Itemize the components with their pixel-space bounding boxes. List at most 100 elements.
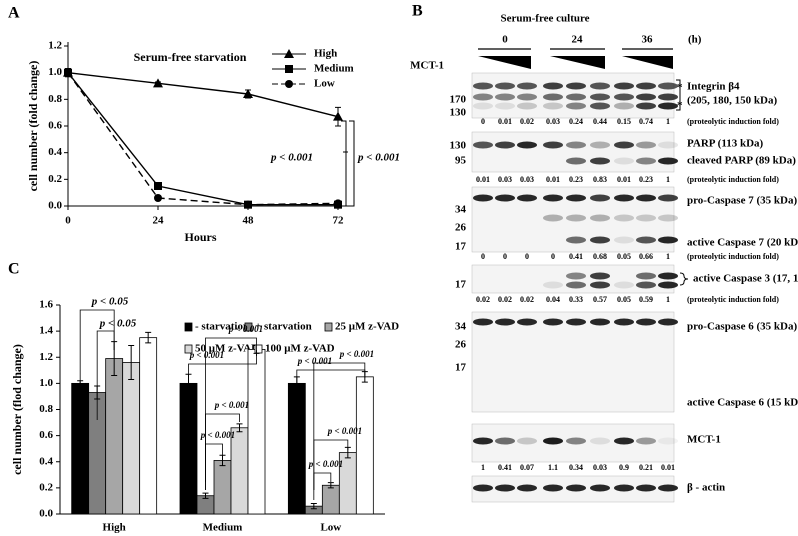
blot-band — [495, 93, 515, 101]
y-tick-label: 1.0 — [48, 66, 62, 78]
blot-band — [517, 93, 537, 101]
legend-label: 100 μM z-VAD — [265, 343, 335, 355]
y-axis-title: cell number (flod change) — [10, 344, 24, 475]
y-tick-label: 0.4 — [48, 146, 62, 158]
marker — [244, 200, 252, 209]
blot-band — [473, 437, 493, 445]
mw-marker: 17 — [455, 279, 467, 291]
band-label: cleaved PARP (89 kDa) — [687, 155, 796, 167]
x-tick-label: 48 — [243, 215, 255, 227]
legend-label: 50 μM z-VAD — [195, 343, 259, 355]
bracket — [341, 120, 347, 207]
legend-label: + starvation — [255, 321, 312, 333]
legend-label: - starvation — [195, 321, 249, 333]
blot-membrane — [471, 131, 675, 173]
fold-value: 0 — [525, 252, 529, 261]
legend-swatch — [184, 344, 193, 354]
x-axis-title: Hours — [184, 230, 216, 244]
y-tick-label: 0.0 — [48, 200, 62, 212]
blot-band — [590, 484, 610, 492]
fold-value: 0.01 — [617, 175, 631, 184]
blot-band — [473, 82, 493, 90]
fold-value: 0.23 — [569, 175, 583, 184]
fold-value: 0.03 — [520, 175, 534, 184]
band-label: PARP (113 kDa) — [687, 138, 764, 150]
blot-title: Serum-free culture — [500, 13, 589, 25]
annotation: p < 0.001 — [270, 152, 313, 164]
blot-band — [495, 484, 515, 492]
fold-value: 0.05 — [617, 252, 631, 261]
fold-value: 0.02 — [520, 117, 534, 126]
blot-band — [658, 437, 678, 445]
blot-band — [614, 141, 634, 149]
y-tick-label: 1.4 — [39, 325, 53, 337]
fold-value: 1 — [666, 175, 670, 184]
blot-band — [495, 318, 515, 326]
blot-band — [636, 82, 656, 90]
significance-bracket — [96, 330, 115, 420]
y-tick-label: 0.2 — [48, 173, 62, 185]
bar — [355, 376, 374, 515]
marker — [285, 80, 293, 88]
blot-band — [473, 93, 493, 101]
y-tick-label: 0.4 — [39, 455, 53, 467]
fold-value: 0.03 — [546, 117, 560, 126]
fold-value: 0.83 — [593, 175, 607, 184]
fold-note: (proteolytic induction fold) — [687, 295, 779, 304]
legend-label: Medium — [314, 63, 354, 75]
y-tick-label: 0.0 — [39, 508, 53, 520]
blot-band — [517, 484, 537, 492]
blot-band — [473, 318, 493, 326]
legend-label: Low — [314, 78, 335, 90]
legend-swatch — [244, 322, 253, 332]
y-tick-label: 0.2 — [39, 481, 53, 493]
bar — [287, 382, 306, 515]
blot-band — [517, 437, 537, 445]
blot-band — [636, 141, 656, 149]
blot-band — [566, 141, 586, 149]
y-tick-label: 1.6 — [39, 299, 53, 311]
mw-marker: 34 — [455, 204, 467, 216]
annotation: p < 0.001 — [214, 400, 249, 410]
fold-value: 0.57 — [593, 295, 607, 304]
band-label: pro-Caspase 6 (35 kDa) — [687, 321, 797, 333]
marker — [154, 194, 162, 202]
blot-band — [543, 318, 563, 326]
blot-band — [566, 82, 586, 90]
annotation: p < 0.001 — [357, 152, 400, 164]
fold-value: 1 — [666, 252, 670, 261]
blot-band — [517, 194, 537, 202]
annotation: p < 0.001 — [297, 356, 332, 366]
blot-band — [590, 194, 610, 202]
blot-band — [473, 194, 493, 202]
blot-band — [543, 102, 563, 110]
blot-band — [590, 281, 610, 289]
blot-band — [543, 194, 563, 202]
blot-band — [590, 437, 610, 445]
blot-band — [543, 82, 563, 90]
blot-band — [495, 194, 515, 202]
marker — [285, 65, 293, 73]
blot-band — [473, 484, 493, 492]
blot-band — [590, 318, 610, 326]
blot-band — [495, 82, 515, 90]
mw-marker: 26 — [455, 339, 467, 351]
fold-value: 0.59 — [639, 295, 653, 304]
fold-value: 0 — [481, 252, 485, 261]
fold-value: 0.05 — [617, 295, 631, 304]
fold-value: 0.01 — [498, 117, 512, 126]
blot-band — [658, 484, 678, 492]
blot-band — [658, 102, 678, 110]
blot-band — [566, 102, 586, 110]
blot-band — [473, 102, 493, 110]
y-tick-label: 0.6 — [39, 429, 53, 441]
blot-band — [590, 214, 610, 222]
error-bar — [202, 492, 209, 499]
blot-band — [614, 194, 634, 202]
fold-value: 0.9 — [619, 463, 629, 472]
blot-band — [658, 157, 678, 165]
fold-note: (proteolytic induction fold) — [687, 252, 779, 261]
fold-note: (proteolytic induction fold) — [687, 175, 779, 184]
series-line — [67, 72, 339, 206]
fold-note: (proteolytic induction fold) — [687, 117, 779, 126]
